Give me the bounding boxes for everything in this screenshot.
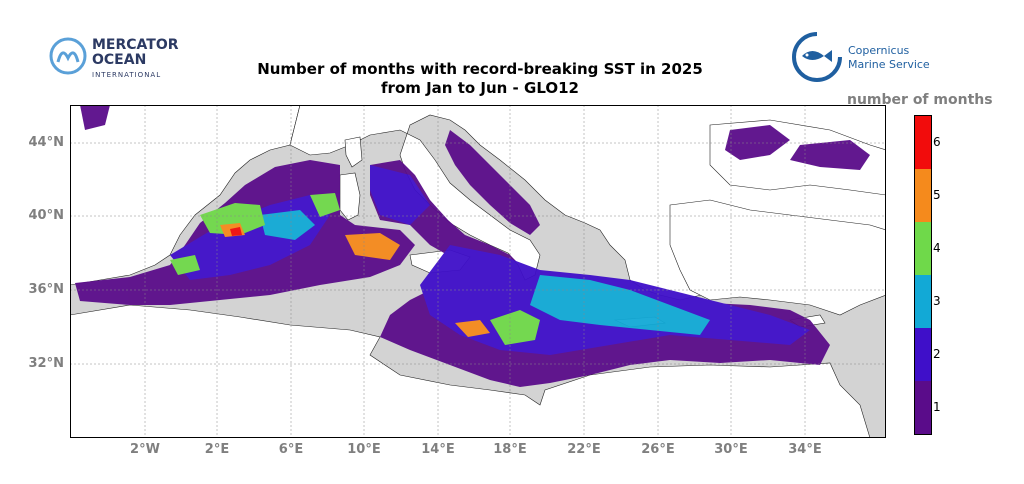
sst-level-5-ionian [455, 320, 490, 337]
map-title-line1: Number of months with record-breaking SS… [257, 60, 703, 78]
land-anatolia [669, 199, 886, 316]
mercator-line1: MERCATOR [92, 37, 179, 53]
land-north-africa [70, 304, 871, 438]
copernicus-logo [792, 32, 842, 82]
lon-label-22e: 22°E [567, 442, 601, 457]
map-frame [70, 105, 886, 438]
lon-label-2w: 2°W [130, 442, 160, 457]
sst-level-4-balearic [200, 203, 265, 235]
lon-label-34e: 34°E [788, 442, 822, 457]
sst-level-4-tyrrhenian [310, 193, 340, 217]
land-iberia [70, 105, 301, 286]
lon-label-2e: 2°E [204, 442, 230, 457]
colorbar-label-1: 1 [933, 400, 941, 414]
colorbar-swatch-2 [915, 328, 931, 381]
colorbar-label-6: 6 [933, 135, 941, 149]
colorbar-label-5: 5 [933, 188, 941, 202]
colorbar-swatch-5 [915, 169, 931, 222]
colorbar [914, 115, 932, 435]
sst-level-4-ionian [490, 310, 540, 345]
mercator-logo [49, 37, 87, 75]
sst-level-1-biscay [80, 105, 110, 130]
lon-label-30e: 30°E [714, 442, 748, 457]
lon-label-10e: 10°E [347, 442, 381, 457]
lat-label-32n: 32°N [28, 356, 64, 371]
map-gridlines [70, 105, 886, 438]
lat-label-36n: 36°N [28, 282, 64, 297]
map-title: Number of months with record-breaking SS… [180, 60, 780, 98]
sst-level-3-balearic [260, 210, 315, 240]
lon-label-26e: 26°E [641, 442, 675, 457]
colorbar-title: number of months [847, 92, 993, 108]
lat-label-40n: 40°N [28, 208, 64, 223]
sst-level-5-tyrrhenian [345, 233, 400, 260]
mercator-line2: OCEAN [92, 52, 147, 68]
colorbar-swatch-6 [915, 116, 931, 169]
lon-label-14e: 14°E [421, 442, 455, 457]
colorbar-label-2: 2 [933, 347, 941, 361]
lon-label-6e: 6°E [278, 442, 304, 457]
lon-label-18e: 18°E [493, 442, 527, 457]
colorbar-swatch-1 [915, 381, 931, 434]
sst-level-1-adriatic [445, 130, 540, 235]
copernicus-logo-text: Copernicus Marine Service [848, 44, 930, 72]
mercator-logo-text: MERCATOR OCEAN [92, 38, 179, 68]
sst-level-2-tyrrhenian [370, 165, 430, 225]
map-title-line2: from Jan to Jun - GLO12 [381, 79, 579, 97]
copernicus-line1: Copernicus [848, 44, 910, 57]
sst-level-1-black-sea-a [725, 125, 790, 160]
lat-label-44n: 44°N [28, 135, 64, 150]
sst-map [70, 105, 886, 438]
sst-level-6-balearic [230, 227, 242, 236]
colorbar-label-4: 4 [933, 241, 941, 255]
sst-level-4-alboran [170, 255, 200, 275]
colorbar-swatch-4 [915, 222, 931, 275]
sst-level-1-black-sea-b [790, 140, 870, 170]
copernicus-line2: Marine Service [848, 58, 930, 71]
mercator-line3: INTERNATIONAL [92, 71, 162, 79]
colorbar-label-3: 3 [933, 294, 941, 308]
land-corsica [344, 136, 363, 168]
colorbar-swatch-3 [915, 275, 931, 328]
